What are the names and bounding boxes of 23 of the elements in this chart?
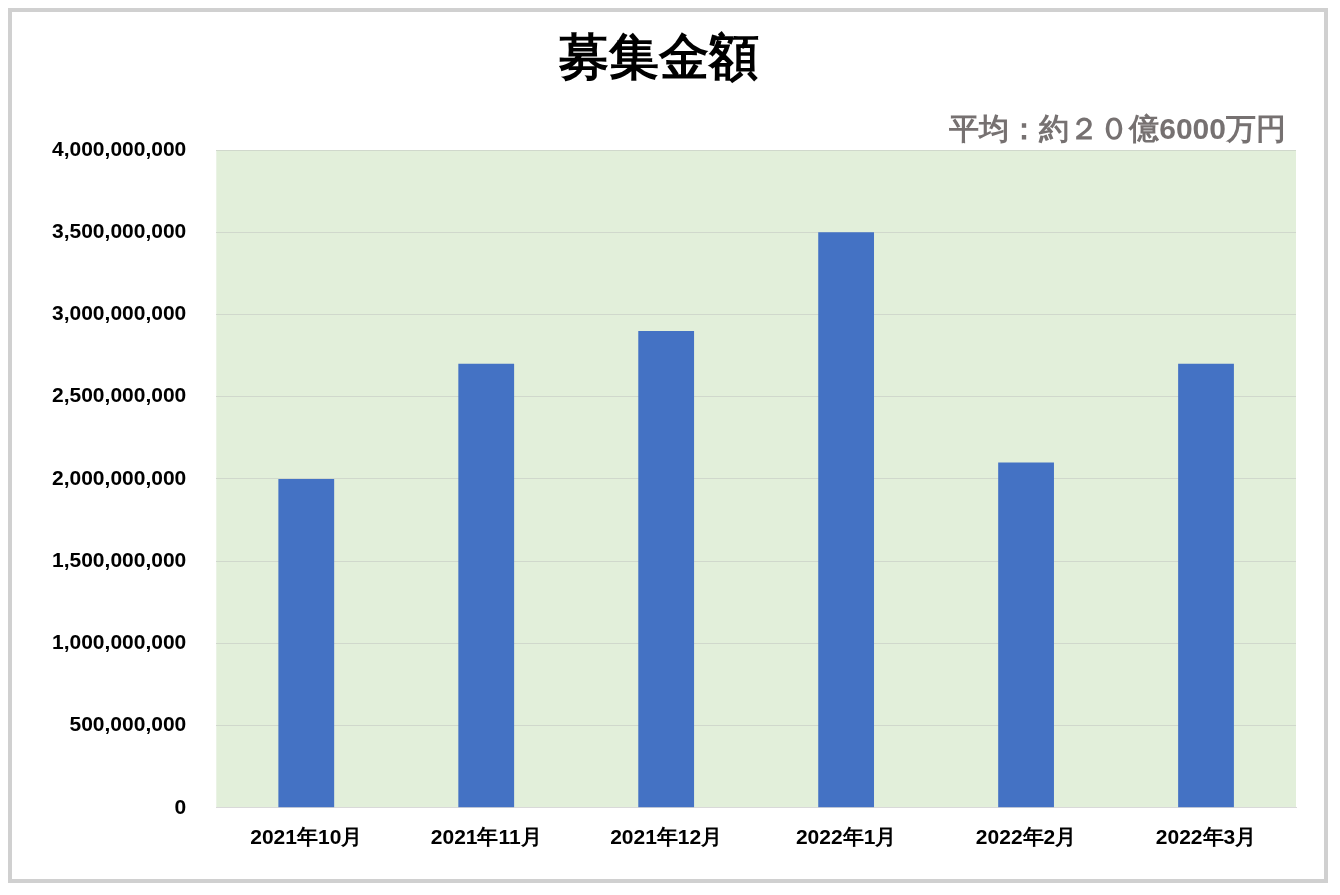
y-tick-label: 4,000,000,000	[52, 136, 187, 160]
bar	[638, 330, 695, 808]
y-tick-label: 2,500,000,000	[52, 383, 187, 407]
chart-title: 募集金額	[558, 28, 759, 85]
y-tick-label: 1,000,000,000	[52, 630, 187, 654]
bar	[818, 232, 875, 808]
x-tick-label: 2021年11月	[430, 825, 542, 849]
x-tick-label: 2022年1月	[795, 825, 897, 849]
x-tick-label: 2021年10月	[250, 825, 363, 849]
y-tick-label: 0	[174, 794, 187, 818]
text: 平均：約２０億6000万円	[948, 112, 1286, 146]
y-tick-label: 3,000,000,000	[52, 301, 187, 325]
bar	[998, 462, 1054, 808]
bar	[458, 363, 515, 808]
y-tick-label: 2,000,000,000	[52, 465, 187, 489]
x-tick-label: 2022年3月	[1155, 825, 1257, 849]
y-tick-label: 1,500,000,000	[52, 547, 187, 571]
bar	[1178, 363, 1234, 808]
y-tick-label: 500,000,000	[69, 712, 187, 736]
y-tick-label: 3,500,000,000	[52, 219, 187, 243]
bar	[278, 478, 335, 808]
x-tick-label: 2021年12月	[610, 825, 723, 849]
x-tick-label: 2022年2月	[975, 825, 1077, 849]
